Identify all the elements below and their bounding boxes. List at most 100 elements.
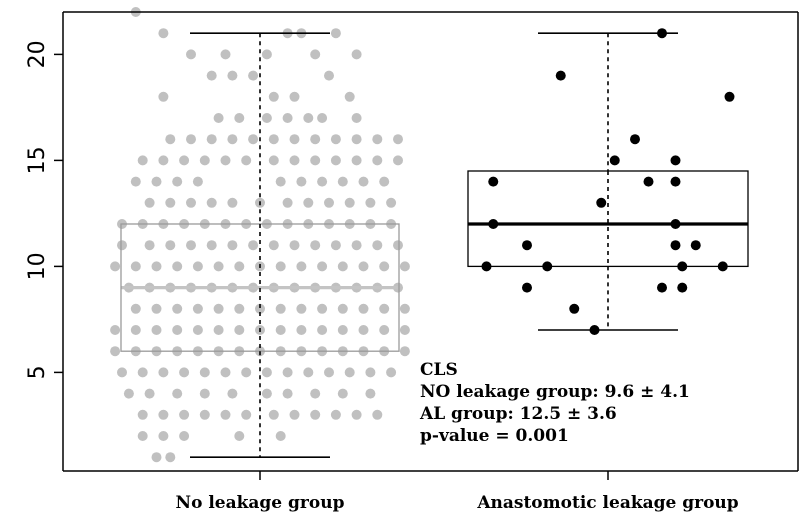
data-point bbox=[386, 367, 397, 378]
data-point bbox=[330, 240, 341, 251]
data-point bbox=[358, 176, 369, 187]
annotation-line: NO leakage group: 9.6 ± 4.1 bbox=[420, 382, 690, 402]
data-point bbox=[151, 452, 162, 463]
data-point bbox=[186, 134, 196, 145]
data-point bbox=[151, 303, 162, 314]
data-point bbox=[372, 240, 383, 251]
data-point bbox=[227, 134, 238, 145]
data-point bbox=[172, 261, 183, 272]
data-point bbox=[220, 49, 231, 60]
data-point bbox=[609, 155, 620, 166]
data-point bbox=[399, 303, 410, 314]
data-point bbox=[282, 367, 293, 378]
data-point bbox=[172, 176, 183, 187]
data-point bbox=[227, 70, 238, 81]
data-point bbox=[234, 113, 245, 123]
data-point bbox=[351, 409, 362, 420]
data-point bbox=[206, 70, 217, 81]
data-point bbox=[268, 91, 279, 102]
data-point bbox=[393, 155, 403, 166]
data-point bbox=[296, 325, 307, 335]
data-point bbox=[144, 240, 155, 251]
data-point bbox=[324, 367, 334, 378]
data-point bbox=[137, 367, 148, 378]
data-point bbox=[303, 367, 314, 378]
data-point bbox=[310, 134, 321, 145]
data-point bbox=[724, 91, 735, 102]
data-point bbox=[677, 261, 688, 272]
data-point bbox=[275, 325, 286, 335]
data-point bbox=[241, 367, 252, 378]
data-point bbox=[151, 261, 162, 272]
data-point bbox=[220, 409, 231, 420]
data-point bbox=[555, 70, 566, 81]
data-point bbox=[310, 49, 321, 60]
boxes-layer bbox=[120, 170, 749, 352]
data-point bbox=[330, 134, 341, 145]
data-point bbox=[337, 261, 348, 272]
data-point bbox=[351, 134, 362, 145]
data-point bbox=[351, 49, 362, 60]
data-point bbox=[179, 367, 190, 378]
annotation-line: CLS bbox=[420, 360, 458, 380]
data-point bbox=[158, 409, 169, 420]
data-point bbox=[110, 261, 121, 272]
data-point bbox=[275, 176, 286, 187]
data-point bbox=[192, 261, 203, 272]
data-point bbox=[186, 49, 196, 60]
data-point bbox=[337, 388, 348, 399]
data-point bbox=[268, 155, 279, 166]
data-point bbox=[310, 240, 321, 251]
data-point bbox=[234, 325, 245, 335]
data-point bbox=[324, 197, 334, 208]
data-point bbox=[275, 261, 286, 272]
data-point bbox=[344, 91, 355, 102]
data-point bbox=[569, 303, 580, 314]
data-point bbox=[144, 388, 155, 399]
data-point bbox=[227, 388, 238, 399]
data-point bbox=[199, 388, 210, 399]
data-point bbox=[261, 113, 272, 123]
data-point bbox=[172, 325, 183, 335]
data-point bbox=[399, 325, 410, 335]
data-point bbox=[261, 388, 272, 399]
data-point bbox=[206, 197, 217, 208]
data-point bbox=[165, 240, 176, 251]
annotation-background bbox=[416, 357, 788, 451]
data-point bbox=[282, 197, 293, 208]
data-point bbox=[137, 431, 148, 441]
data-point bbox=[261, 49, 272, 60]
data-point bbox=[213, 303, 224, 314]
data-point bbox=[330, 155, 341, 166]
x-category-label: No leakage group bbox=[176, 493, 345, 513]
data-point bbox=[192, 176, 203, 187]
data-point bbox=[158, 367, 169, 378]
data-point bbox=[179, 155, 190, 166]
data-point bbox=[137, 409, 148, 420]
data-point bbox=[248, 134, 259, 145]
data-point bbox=[130, 261, 141, 272]
data-point bbox=[275, 303, 286, 314]
data-point bbox=[165, 134, 176, 145]
data-point bbox=[488, 176, 499, 187]
data-point bbox=[303, 113, 314, 123]
data-point bbox=[296, 303, 307, 314]
data-point bbox=[351, 113, 362, 123]
data-point bbox=[365, 388, 376, 399]
data-point bbox=[542, 261, 553, 272]
data-point bbox=[179, 431, 190, 441]
data-point bbox=[365, 367, 376, 378]
y-tick-label: 5 bbox=[25, 365, 50, 379]
data-point bbox=[337, 325, 348, 335]
data-point bbox=[310, 409, 321, 420]
data-point bbox=[372, 409, 383, 420]
data-point bbox=[220, 367, 231, 378]
data-point bbox=[227, 197, 238, 208]
data-point bbox=[317, 113, 328, 123]
data-point bbox=[261, 367, 272, 378]
data-point bbox=[227, 240, 238, 251]
annotation-line: AL group: 12.5 ± 3.6 bbox=[419, 404, 617, 424]
data-point bbox=[158, 431, 169, 441]
